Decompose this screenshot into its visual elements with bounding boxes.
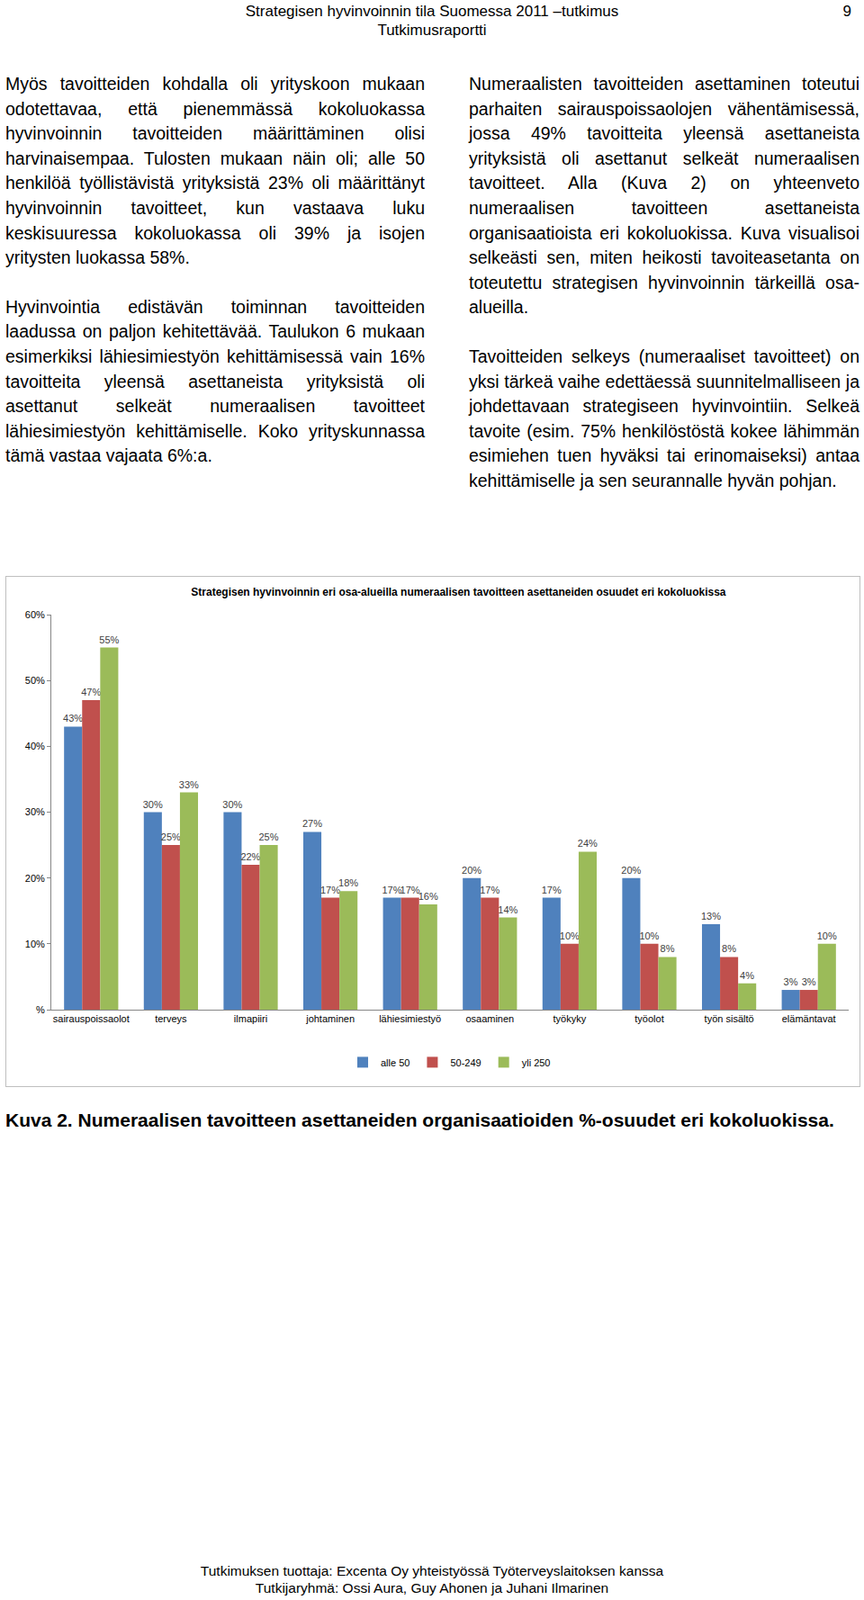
html-text:9: 9 xyxy=(842,2,852,20)
svg-text:60%: 60% xyxy=(25,609,45,621)
svg-text:20%: 20% xyxy=(25,873,45,884)
svg-text:30%: 30% xyxy=(143,799,163,810)
svg-text:30%: 30% xyxy=(222,799,243,810)
svg-text:lähiesimiestyö: lähiesimiestyö xyxy=(378,1013,441,1025)
svg-text:johtaminen: johtaminen xyxy=(305,1013,355,1025)
svg-text:osaaminen: osaaminen xyxy=(465,1013,514,1025)
svg-text:27%: 27% xyxy=(302,818,323,829)
svg-text:työkyky: työkyky xyxy=(553,1013,587,1025)
svg-text:22%: 22% xyxy=(240,851,261,863)
svg-text:13%: 13% xyxy=(701,910,721,922)
svg-text:8%: 8% xyxy=(660,943,675,954)
svg-text:55%: 55% xyxy=(99,634,119,646)
svg-text:työn sisältö: työn sisältö xyxy=(704,1013,755,1025)
svg-text:työolot: työolot xyxy=(634,1013,664,1025)
svg-text:14%: 14% xyxy=(497,904,518,916)
svg-text:33%: 33% xyxy=(179,779,199,791)
svg-text:18%: 18% xyxy=(338,877,359,889)
svg-text:43%: 43% xyxy=(63,712,83,724)
svg-text:10%: 10% xyxy=(817,930,837,942)
html-text:Strategisen hyvinvoinnin tila: Strategisen hyvinvoinnin tila Suomessa 2… xyxy=(245,2,619,20)
svg-text:17%: 17% xyxy=(382,884,403,896)
svg-text:30%: 30% xyxy=(25,806,45,818)
svg-text:3%: 3% xyxy=(783,976,799,988)
svg-text:elämäntavat: elämäntavat xyxy=(782,1013,837,1025)
html-text:Hyvinvointia edistävän toiminn: Hyvinvointia edistävän toiminnan tavoitt… xyxy=(5,296,425,466)
svg-text:17%: 17% xyxy=(320,884,341,896)
svg-text:yli 250: yli 250 xyxy=(522,1057,551,1069)
svg-text:50%: 50% xyxy=(25,675,45,686)
svg-text:47%: 47% xyxy=(81,686,101,698)
svg-text:sairauspoissaolot: sairauspoissaolot xyxy=(53,1013,130,1025)
svg-text:17%: 17% xyxy=(400,884,421,896)
svg-text:20%: 20% xyxy=(621,864,641,876)
svg-text:alle 50: alle 50 xyxy=(380,1057,410,1069)
svg-text:3%: 3% xyxy=(801,976,817,988)
svg-text:%: % xyxy=(36,1004,45,1016)
svg-text:Strategisen hyvinvoinnin eri o: Strategisen hyvinvoinnin eri osa-alueill… xyxy=(190,585,727,599)
svg-text:10%: 10% xyxy=(639,930,659,942)
svg-text:8%: 8% xyxy=(721,943,737,954)
svg-text:17%: 17% xyxy=(479,884,500,896)
svg-text:40%: 40% xyxy=(25,740,45,752)
svg-text:20%: 20% xyxy=(461,864,482,876)
svg-text:25%: 25% xyxy=(258,831,279,843)
svg-text:24%: 24% xyxy=(577,837,598,849)
html-text:Tutkimuksen tuottaja: Excenta: Tutkimuksen tuottaja: Excenta Oy yhteist… xyxy=(200,1563,664,1579)
svg-text:50-249: 50-249 xyxy=(450,1057,481,1069)
svg-text:10%: 10% xyxy=(559,930,580,942)
html-text:Tavoitteiden selkeys (numeraal: Tavoitteiden selkeys (numeraaliset tavoi… xyxy=(468,346,860,491)
svg-text:ilmapiiri: ilmapiiri xyxy=(234,1013,268,1025)
svg-text:10%: 10% xyxy=(25,938,45,950)
svg-text:4%: 4% xyxy=(739,970,755,981)
html-text:Tutkijaryhmä: Ossi Aura, Guy A: Tutkijaryhmä: Ossi Aura, Guy Ahonen ja J… xyxy=(255,1580,609,1596)
svg-text:terveys: terveys xyxy=(154,1013,188,1025)
html-text:Myös tavoitteiden kohdalla oli: Myös tavoitteiden kohdalla oli yrityskoo… xyxy=(5,73,425,268)
html-text:Numeraalisten tavoitteiden ase: Numeraalisten tavoitteiden asettaminen t… xyxy=(468,73,860,318)
html-text:Tutkimusraportti: Tutkimusraportti xyxy=(377,21,487,39)
svg-text:16%: 16% xyxy=(418,891,439,902)
html-text:Kuva 2. Numeraalisen tavoittee: Kuva 2. Numeraalisen tavoitteen asettane… xyxy=(5,1109,835,1131)
svg-text:17%: 17% xyxy=(541,884,562,896)
svg-text:25%: 25% xyxy=(161,831,181,843)
